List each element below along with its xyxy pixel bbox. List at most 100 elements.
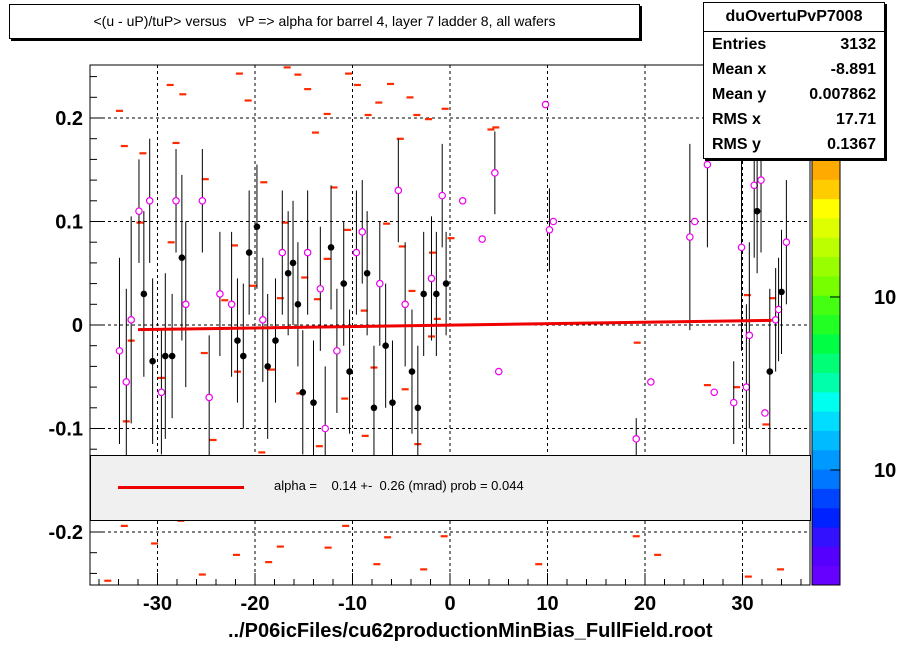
histogram-cell — [441, 107, 449, 110]
profile-marker — [382, 342, 389, 350]
profile-marker-open — [205, 393, 213, 402]
profile-marker-open — [122, 378, 131, 386]
profile-marker-open — [135, 207, 143, 215]
profile-marker — [778, 288, 785, 296]
y-tick-label: -0.1 — [49, 419, 83, 441]
histogram-cell — [401, 388, 409, 391]
profile-marker-open — [172, 197, 180, 205]
histogram-cell — [492, 126, 500, 129]
profile-marker-open — [321, 424, 330, 433]
histogram-cell — [198, 573, 206, 576]
histogram-cell — [440, 535, 448, 538]
profile-marker-open — [427, 274, 436, 283]
palette-cell — [812, 507, 840, 528]
histogram-cell — [311, 131, 319, 134]
palette-cell — [812, 565, 840, 586]
profile-marker-open — [729, 398, 738, 407]
histogram-cell — [301, 276, 309, 279]
stats-name: duOvertuPvP7008 — [704, 3, 884, 32]
histogram-cell — [258, 451, 266, 454]
histogram-cell — [315, 445, 323, 448]
y-tick-label: 0.1 — [55, 212, 83, 234]
profile-marker-open — [333, 347, 341, 355]
histogram-cell — [104, 579, 112, 582]
profile-marker-open — [352, 248, 361, 257]
profile-marker-open — [545, 225, 554, 234]
histogram-cell — [235, 72, 243, 75]
histogram-cell — [420, 568, 428, 571]
palette-cell — [812, 353, 840, 373]
color-palette: 10 10 — [811, 159, 896, 586]
profile-marker — [294, 301, 302, 308]
stats-key: Mean x — [712, 61, 767, 78]
histogram-cell — [260, 181, 268, 184]
profile-marker — [370, 404, 378, 412]
profile-marker — [272, 337, 279, 344]
profile-marker-open — [690, 217, 699, 226]
stats-key: RMS y — [712, 136, 761, 153]
profile-marker — [149, 357, 156, 365]
histogram-cell — [406, 96, 414, 99]
histogram-cell — [535, 563, 543, 566]
legend-text: alpha = 0.14 +- 0.26 (mrad) prob = 0.044 — [274, 478, 524, 493]
profile-marker-open — [632, 435, 641, 443]
x-tick-label: -20 — [241, 593, 270, 615]
histogram-cell — [166, 83, 174, 87]
x-tick-label: 10 — [536, 593, 558, 615]
palette-cell — [812, 237, 840, 258]
histogram-cell — [654, 553, 662, 556]
palette-cell — [812, 295, 840, 316]
profile-marker — [442, 280, 450, 287]
histogram-cell — [268, 368, 276, 371]
histogram-cell — [408, 289, 416, 293]
profile-marker-open — [157, 388, 166, 397]
histogram-cell — [341, 397, 349, 400]
profile-marker — [253, 223, 261, 230]
profile-marker-open — [303, 248, 312, 257]
profile-marker-open — [742, 383, 751, 391]
histogram-cell — [167, 241, 175, 244]
histogram-cell — [294, 73, 302, 76]
profile-marker-open — [198, 197, 207, 205]
profile-marker-open — [145, 197, 154, 205]
stats-value: 0.1367 — [827, 136, 876, 153]
palette-cell — [812, 198, 840, 219]
profile-marker-open — [549, 217, 558, 226]
x-tick-label: 20 — [634, 593, 656, 615]
profile-marker-open — [181, 300, 190, 309]
histogram-cell — [120, 524, 128, 527]
palette-cell — [812, 179, 840, 200]
profile-marker-open — [358, 228, 367, 236]
palette-cell — [812, 391, 840, 412]
profile-marker — [433, 290, 440, 298]
histogram-cell — [179, 93, 187, 96]
profile-marker-open — [127, 316, 135, 324]
y-tick-label: -0.2 — [49, 522, 83, 544]
palette-cell — [812, 275, 840, 296]
profile-marker-open — [757, 176, 765, 184]
stats-row: Mean y 0.007862 — [704, 82, 884, 107]
histogram-cells — [104, 66, 785, 582]
histogram-cell — [383, 222, 391, 225]
profile-marker — [310, 399, 317, 406]
histogram-cell — [120, 144, 128, 148]
profile-marker-open — [401, 300, 409, 309]
palette-cell — [812, 372, 840, 393]
fit-line — [137, 318, 772, 332]
histogram-cell — [276, 545, 284, 548]
histogram-cell — [281, 221, 289, 224]
histogram-cell — [201, 178, 209, 181]
profile-marker-open — [458, 197, 467, 205]
palette-cell — [812, 527, 840, 547]
profile-marker — [264, 363, 271, 370]
profile-marker-open — [647, 378, 655, 386]
profile-marker-open — [782, 238, 791, 247]
fit-legend: alpha = 0.14 +- 0.26 (mrad) prob = 0.044 — [90, 455, 811, 521]
palette-cell — [812, 469, 840, 489]
histogram-cell — [425, 118, 433, 121]
palette-cell — [812, 546, 840, 567]
histogram-cell — [249, 284, 257, 287]
stats-row: Entries 3132 — [704, 32, 884, 57]
profile-marker — [389, 399, 396, 406]
profile-marker — [766, 368, 774, 375]
